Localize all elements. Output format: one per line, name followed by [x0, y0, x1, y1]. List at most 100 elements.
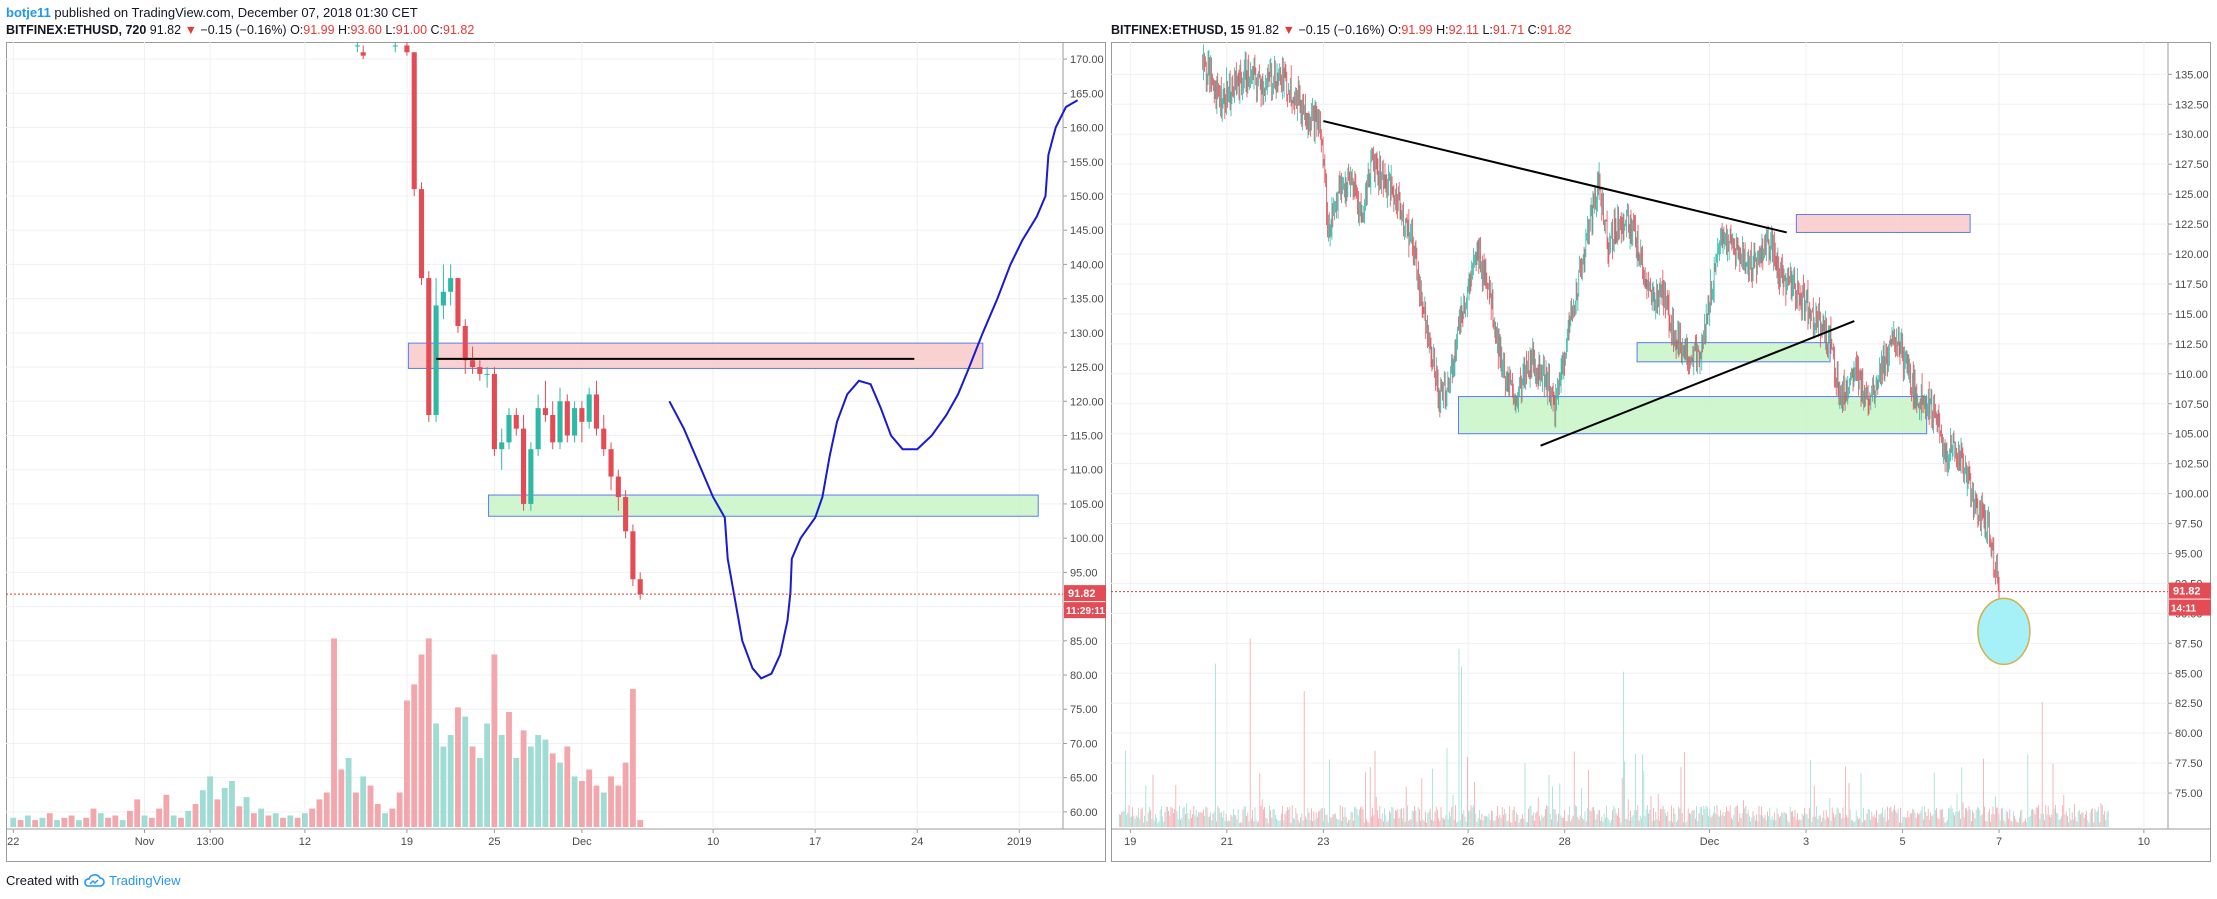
left-high: 93.60 [350, 23, 382, 37]
volume-bar [1181, 817, 1183, 827]
volume-bar [1498, 817, 1499, 827]
volume-bar [1189, 809, 1191, 827]
author-username[interactable]: botje11 [6, 5, 51, 20]
volume-bar [1945, 821, 1947, 827]
candle-body [637, 579, 643, 595]
volume-bar [1367, 821, 1369, 827]
volume-bar [1461, 666, 1462, 827]
resistance-zone [1795, 213, 1971, 233]
volume-bar [1680, 767, 1682, 827]
volume-bar [1919, 813, 1921, 827]
volume-bar [1500, 818, 1502, 827]
volume-bar [1349, 819, 1351, 827]
volume-bar [600, 792, 607, 827]
volume-bar [1715, 813, 1717, 827]
volume-bar [2015, 819, 2017, 827]
volume-bar [1650, 796, 1652, 827]
volume-bar [1537, 797, 1539, 827]
volume-bar [1543, 815, 1545, 827]
volume-bar [578, 781, 585, 827]
volume-bar [1733, 815, 1735, 827]
volume-bar [1363, 822, 1365, 827]
volume-bar [1387, 820, 1389, 827]
volume-bar [1452, 794, 1454, 827]
volume-bar [1405, 786, 1407, 827]
volume-bar [1621, 777, 1623, 827]
volume-bar [1192, 814, 1193, 827]
volume-bar [1884, 809, 1886, 827]
volume-bar [1511, 822, 1513, 827]
volume-bar [1465, 821, 1467, 827]
volume-bar [1957, 811, 1959, 827]
volume-bar [1829, 797, 1831, 827]
volume-bar [1170, 806, 1172, 827]
volume-bar [1955, 811, 1957, 827]
time-tick-label: 5 [1899, 836, 1905, 848]
volume-bar [1552, 786, 1553, 827]
volume-bar [1657, 794, 1659, 827]
price-tick-label: 110.00 [2175, 369, 2208, 381]
volume-bar [1534, 820, 1535, 827]
volume-bar [1780, 815, 1781, 827]
volume-bar [1572, 816, 1574, 827]
volume-bar [1968, 806, 1970, 827]
volume-bar [1479, 809, 1480, 827]
volume-bar [1669, 820, 1671, 827]
volume-bar [1870, 819, 1871, 827]
volume-bar [549, 753, 556, 827]
volume-bar [1571, 818, 1573, 827]
volume-bar [1764, 815, 1766, 827]
volume-bar [1455, 805, 1456, 827]
volume-bar [2068, 822, 2069, 827]
volume-bar [1627, 799, 1629, 827]
volume-bar [1515, 821, 1516, 827]
volume-bar [1674, 813, 1676, 827]
candle-body [392, 45, 398, 47]
volume-bar [1721, 815, 1723, 827]
volume-bar [2062, 805, 2063, 827]
volume-bar [1497, 806, 1498, 827]
volume-bar [367, 785, 374, 827]
volume-bar [1583, 819, 1585, 827]
volume-bar [1225, 814, 1227, 827]
right-chart-panel[interactable]: 75.0077.5080.0082.5085.0087.5090.0092.50… [1111, 42, 2211, 862]
price-tick-label: 132.50 [2175, 99, 2209, 111]
volume-bar [1519, 819, 1521, 827]
volume-bar [32, 820, 39, 827]
volume-bar [2057, 813, 2059, 827]
volume-bar [1573, 751, 1575, 827]
left-chart-panel[interactable]: 60.0065.0070.0075.0080.0085.0090.0095.00… [6, 38, 1106, 862]
volume-bar [1252, 809, 1253, 827]
candle-body [354, 45, 360, 47]
volume-bar [1660, 808, 1661, 827]
volume-bar [1908, 817, 1910, 827]
volume-bar [1753, 815, 1755, 827]
volume-bar [1943, 817, 1945, 827]
volume-bar [1195, 809, 1197, 827]
volume-bar [1432, 768, 1433, 827]
volume-bar [10, 817, 17, 827]
volume-bar [1314, 819, 1316, 827]
volume-bar [1488, 813, 1490, 827]
volume-bar [1612, 810, 1613, 827]
left-symbol[interactable]: BITFINEX:ETHUSD [6, 23, 119, 37]
volume-bar [2016, 821, 2018, 827]
volume-bar [258, 808, 265, 827]
volume-bar [1270, 810, 1271, 827]
volume-bar [1398, 818, 1400, 827]
candle-body [521, 428, 527, 504]
volume-bar [1249, 638, 1251, 827]
right-chart-svg[interactable]: 75.0077.5080.0082.5085.0087.5090.0092.50… [1111, 42, 2211, 862]
volume-bar [1942, 808, 1943, 827]
candle-body [411, 52, 417, 190]
volume-bar [90, 808, 97, 827]
price-tick-label: 165.00 [1070, 88, 1104, 100]
time-tick-label: 7 [1996, 836, 2002, 848]
right-symbol[interactable]: BITFINEX:ETHUSD [1111, 23, 1224, 37]
volume-bar [1926, 816, 1928, 827]
volume-bar [2025, 818, 2026, 827]
left-chart-svg[interactable]: 60.0065.0070.0075.0080.0085.0090.0095.00… [6, 38, 1106, 862]
tradingview-brand[interactable]: TradingView [108, 873, 181, 888]
volume-bar [1635, 753, 1636, 827]
volume-bar [2093, 822, 2095, 827]
